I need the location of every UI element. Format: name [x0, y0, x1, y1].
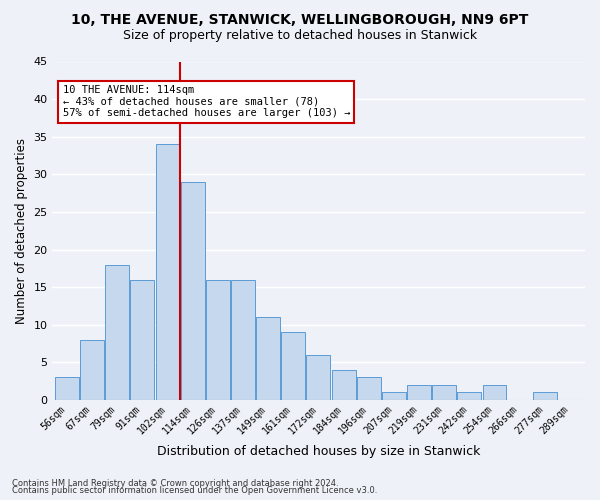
Text: Size of property relative to detached houses in Stanwick: Size of property relative to detached ho…: [123, 29, 477, 42]
Bar: [206, 280, 230, 400]
Bar: [307, 355, 331, 400]
Bar: [357, 378, 380, 400]
Bar: [281, 332, 305, 400]
Bar: [105, 264, 129, 400]
X-axis label: Distribution of detached houses by size in Stanwick: Distribution of detached houses by size …: [157, 444, 480, 458]
Bar: [231, 280, 255, 400]
Bar: [432, 385, 456, 400]
Bar: [130, 280, 154, 400]
Bar: [332, 370, 356, 400]
Text: Contains public sector information licensed under the Open Government Licence v3: Contains public sector information licen…: [12, 486, 377, 495]
Bar: [80, 340, 104, 400]
Text: Contains HM Land Registry data © Crown copyright and database right 2024.: Contains HM Land Registry data © Crown c…: [12, 478, 338, 488]
Bar: [533, 392, 557, 400]
Bar: [382, 392, 406, 400]
Text: 10 THE AVENUE: 114sqm
← 43% of detached houses are smaller (78)
57% of semi-deta: 10 THE AVENUE: 114sqm ← 43% of detached …: [62, 85, 350, 118]
Bar: [482, 385, 506, 400]
Bar: [256, 318, 280, 400]
Text: 10, THE AVENUE, STANWICK, WELLINGBOROUGH, NN9 6PT: 10, THE AVENUE, STANWICK, WELLINGBOROUGH…: [71, 12, 529, 26]
Bar: [181, 182, 205, 400]
Bar: [55, 378, 79, 400]
Bar: [155, 144, 179, 400]
Bar: [457, 392, 481, 400]
Bar: [407, 385, 431, 400]
Y-axis label: Number of detached properties: Number of detached properties: [15, 138, 28, 324]
